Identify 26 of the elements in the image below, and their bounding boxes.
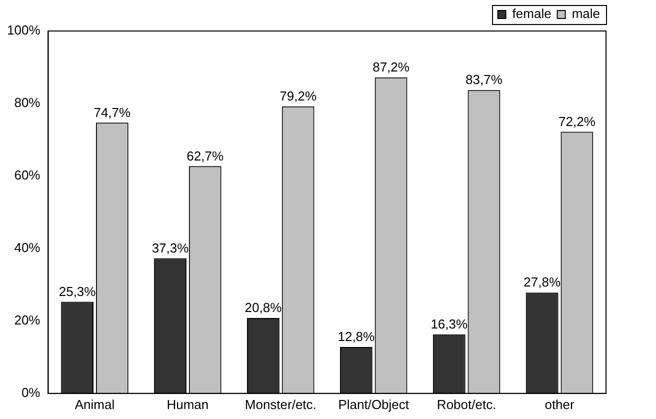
data-label: 83,7%	[466, 72, 503, 88]
data-label: 27,8%	[524, 274, 561, 290]
y-tick-label: 20%	[14, 312, 41, 328]
x-tick-label: Monster/etc.	[244, 396, 316, 412]
data-label: 12,8%	[338, 329, 376, 344]
data-label: 20,8%	[244, 300, 282, 316]
legend-label: female	[512, 6, 552, 22]
y-tick-label: 40%	[14, 240, 41, 256]
y-tick-label: 60%	[14, 168, 41, 183]
data-label: 25,3%	[58, 284, 96, 299]
x-tick-label: Robot/etc.	[436, 396, 496, 412]
y-tick-label: 100%	[7, 22, 41, 38]
data-label: 37,3%	[152, 240, 190, 256]
data-label: 87,2%	[372, 59, 410, 74]
x-tick-label: Animal	[74, 396, 115, 412]
x-tick-label: Human	[166, 396, 209, 412]
data-label: 62,7%	[186, 148, 224, 164]
y-tick-label: 0%	[21, 384, 41, 400]
legend-label: male	[572, 6, 600, 22]
x-tick-label: Plant/Object	[338, 396, 410, 412]
data-label: 74,7%	[94, 104, 132, 120]
x-tick-label: other	[544, 396, 575, 412]
data-label: 16,3%	[430, 316, 468, 332]
y-tick-label: 80%	[14, 95, 41, 110]
data-label: 72,2%	[558, 114, 596, 129]
data-label: 79,2%	[280, 88, 317, 104]
